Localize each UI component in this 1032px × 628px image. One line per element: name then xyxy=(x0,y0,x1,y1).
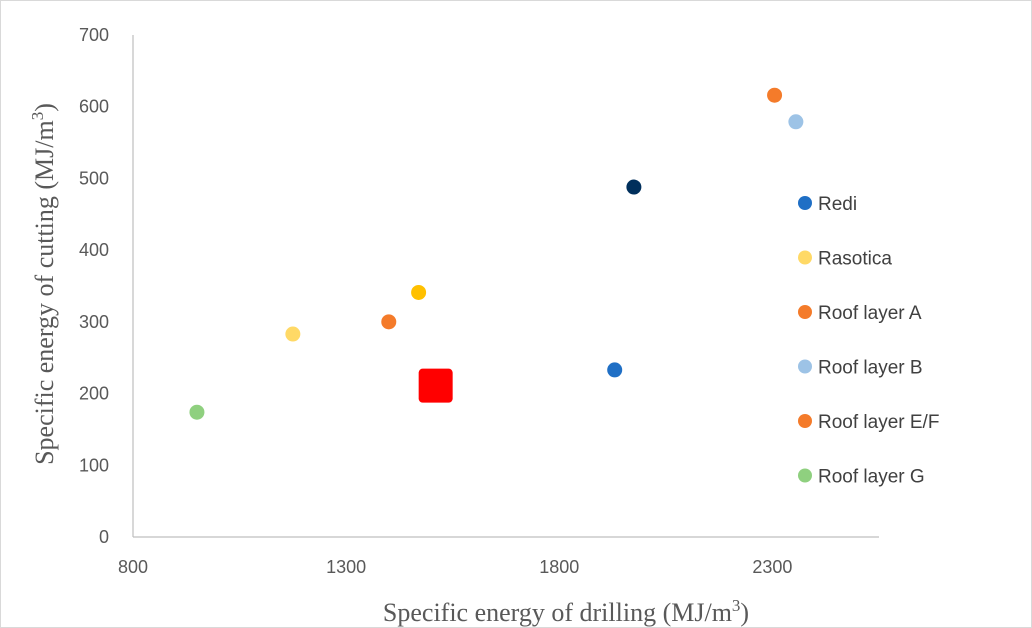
legend-label: Roof layer B xyxy=(818,358,923,379)
data-point xyxy=(788,114,804,130)
x-tick-label: 1300 xyxy=(326,557,366,577)
data-point xyxy=(189,404,205,420)
data-point xyxy=(607,362,623,378)
y-tick-label: 0 xyxy=(99,527,109,547)
x-tick-label: 1800 xyxy=(539,557,579,577)
y-tick-label: 500 xyxy=(79,168,109,188)
legend-marker xyxy=(798,196,812,210)
legend-marker xyxy=(798,305,812,319)
y-tick-label: 700 xyxy=(79,25,109,45)
data-point xyxy=(381,314,397,330)
data-points xyxy=(189,87,804,420)
y-tick-label: 600 xyxy=(79,97,109,117)
highlight-marker xyxy=(418,368,453,403)
legend-marker xyxy=(798,414,812,428)
legend-marker xyxy=(798,359,812,374)
axes xyxy=(132,35,879,538)
legend-label: Roof layer G xyxy=(818,467,925,488)
data-point xyxy=(626,179,642,195)
data-point xyxy=(411,284,427,300)
legend-marker xyxy=(798,468,812,483)
legend-label: Redi xyxy=(818,194,857,215)
data-point xyxy=(285,326,301,342)
y-tick-label: 200 xyxy=(79,384,109,404)
y-axis-title: Specific energy of cutting (MJ/m3) xyxy=(28,103,59,465)
x-tick-label: 2300 xyxy=(752,557,792,577)
legend-label: Roof layer A xyxy=(818,303,922,324)
y-tick-label: 100 xyxy=(79,455,109,475)
y-tick-label: 300 xyxy=(79,312,109,332)
legend-label: Roof layer E/F xyxy=(818,412,939,433)
x-tick-labels: 800 1300 1800 2300 xyxy=(118,557,792,577)
legend-label: Rasotica xyxy=(818,249,892,270)
y-tick-labels: 0 100 200 300 400 500 600 700 xyxy=(79,25,109,547)
x-axis-title: Specific energy of drilling (MJ/m3) xyxy=(383,596,749,627)
legend: Redi Rasotica Roof layer A Roof layer B Roof… xyxy=(798,194,939,488)
x-tick-label: 800 xyxy=(118,557,148,577)
legend-marker xyxy=(798,250,812,265)
data-point xyxy=(767,87,783,103)
y-tick-label: 400 xyxy=(79,240,109,260)
